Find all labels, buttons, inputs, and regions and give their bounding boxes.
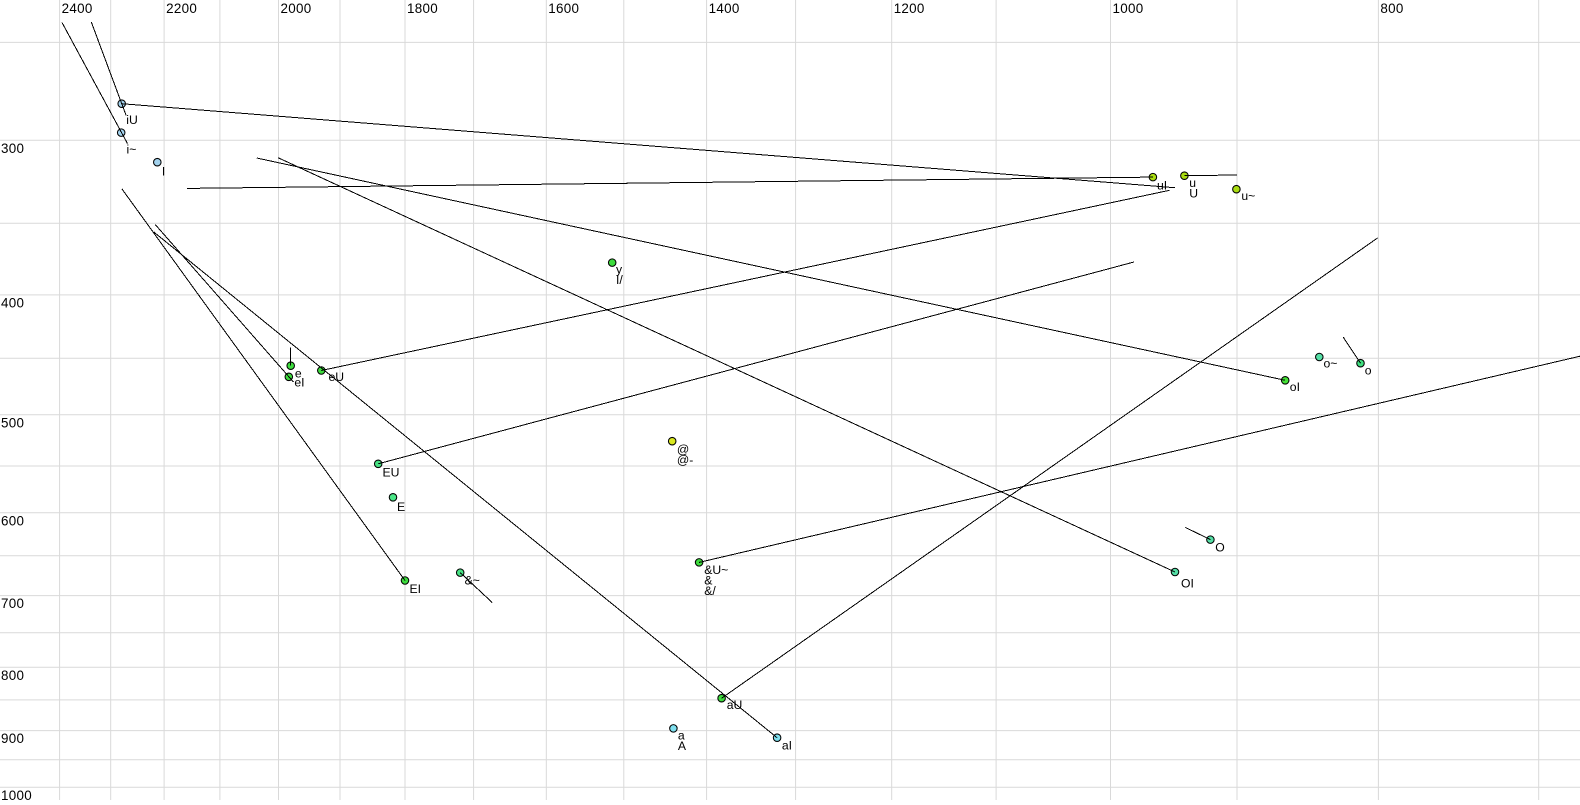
svg-text:1200: 1200 bbox=[894, 1, 925, 16]
svg-text:1000: 1000 bbox=[1113, 1, 1144, 16]
svg-text:2200: 2200 bbox=[166, 1, 197, 16]
svg-text:E: E bbox=[397, 500, 405, 514]
svg-text:EI: EI bbox=[410, 582, 422, 596]
svg-text:700: 700 bbox=[1, 596, 24, 611]
svg-text:1400: 1400 bbox=[709, 1, 740, 16]
svg-text:A: A bbox=[678, 739, 687, 753]
svg-text:aU: aU bbox=[727, 698, 743, 712]
svg-text:u~: u~ bbox=[1241, 189, 1255, 203]
svg-text:@: @ bbox=[677, 443, 689, 457]
svg-text:800: 800 bbox=[1380, 1, 1403, 16]
svg-text:2400: 2400 bbox=[62, 1, 93, 16]
svg-text:u: u bbox=[1189, 176, 1196, 190]
svg-text:800: 800 bbox=[1, 668, 24, 683]
svg-text:1600: 1600 bbox=[548, 1, 579, 16]
svg-text:iU: iU bbox=[126, 113, 138, 127]
svg-text:OI: OI bbox=[1181, 577, 1194, 591]
svg-text:300: 300 bbox=[1, 141, 24, 156]
svg-text:i~: i~ bbox=[127, 143, 137, 157]
svg-text:500: 500 bbox=[1, 415, 24, 430]
svg-text:&/: &/ bbox=[704, 584, 716, 598]
svg-text:&: & bbox=[704, 573, 712, 587]
svg-text:o~: o~ bbox=[1324, 357, 1338, 371]
svg-text:oI: oI bbox=[1290, 380, 1300, 394]
svg-text:EU: EU bbox=[383, 466, 400, 480]
svg-text:1000: 1000 bbox=[1, 788, 32, 800]
svg-text:y: y bbox=[616, 262, 623, 276]
svg-text:a: a bbox=[678, 728, 685, 742]
svg-text:aI: aI bbox=[782, 739, 792, 753]
svg-text:O: O bbox=[1215, 540, 1224, 554]
svg-text:U: U bbox=[1189, 186, 1198, 200]
svg-text:I/: I/ bbox=[616, 273, 623, 287]
svg-text:@-: @- bbox=[677, 453, 693, 467]
svg-text:uI: uI bbox=[1157, 179, 1167, 193]
svg-text:2000: 2000 bbox=[281, 1, 312, 16]
svg-text:I: I bbox=[162, 165, 165, 179]
svg-text:eU: eU bbox=[329, 370, 345, 384]
svg-text:1800: 1800 bbox=[407, 1, 438, 16]
svg-text:&U~: &U~ bbox=[704, 563, 728, 577]
svg-text:o: o bbox=[1365, 364, 1372, 378]
svg-text:eI: eI bbox=[294, 376, 304, 390]
svg-text:e: e bbox=[295, 366, 302, 380]
svg-text:&~: &~ bbox=[465, 573, 480, 587]
svg-text:600: 600 bbox=[1, 513, 24, 528]
svg-text:900: 900 bbox=[1, 731, 24, 746]
svg-text:400: 400 bbox=[1, 296, 24, 311]
